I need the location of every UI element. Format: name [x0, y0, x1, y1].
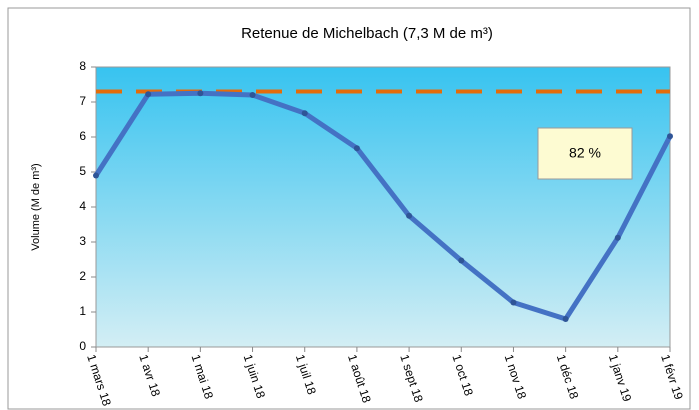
y-tick-label: 1: [79, 304, 86, 318]
y-axis-label: Volume (M de m³): [30, 163, 42, 250]
point: [458, 257, 465, 264]
y-tick-label: 2: [79, 269, 86, 283]
point: [197, 90, 204, 97]
point: [301, 110, 308, 117]
line-series: [93, 90, 673, 322]
y-tick-label: 8: [79, 59, 86, 73]
plot-area: [95, 66, 671, 348]
point: [353, 145, 360, 152]
y-tick-label: 0: [79, 339, 86, 353]
point: [249, 92, 256, 98]
point: [562, 316, 569, 322]
annotation: 82 %: [569, 145, 601, 161]
point: [93, 172, 99, 179]
point: [145, 91, 152, 98]
annotation-box: [537, 127, 633, 180]
point: [667, 133, 673, 140]
y-tick-label: 7: [79, 94, 86, 108]
point: [510, 299, 517, 306]
y-tick-label: 4: [79, 199, 86, 213]
point: [614, 234, 621, 241]
chart-title: Retenue de Michelbach (7,3 M de m³): [241, 25, 493, 42]
y-tick-label: 3: [79, 234, 86, 248]
y-tick-label: 6: [79, 129, 86, 143]
y-tick-label: 5: [79, 164, 86, 178]
point: [406, 212, 413, 219]
